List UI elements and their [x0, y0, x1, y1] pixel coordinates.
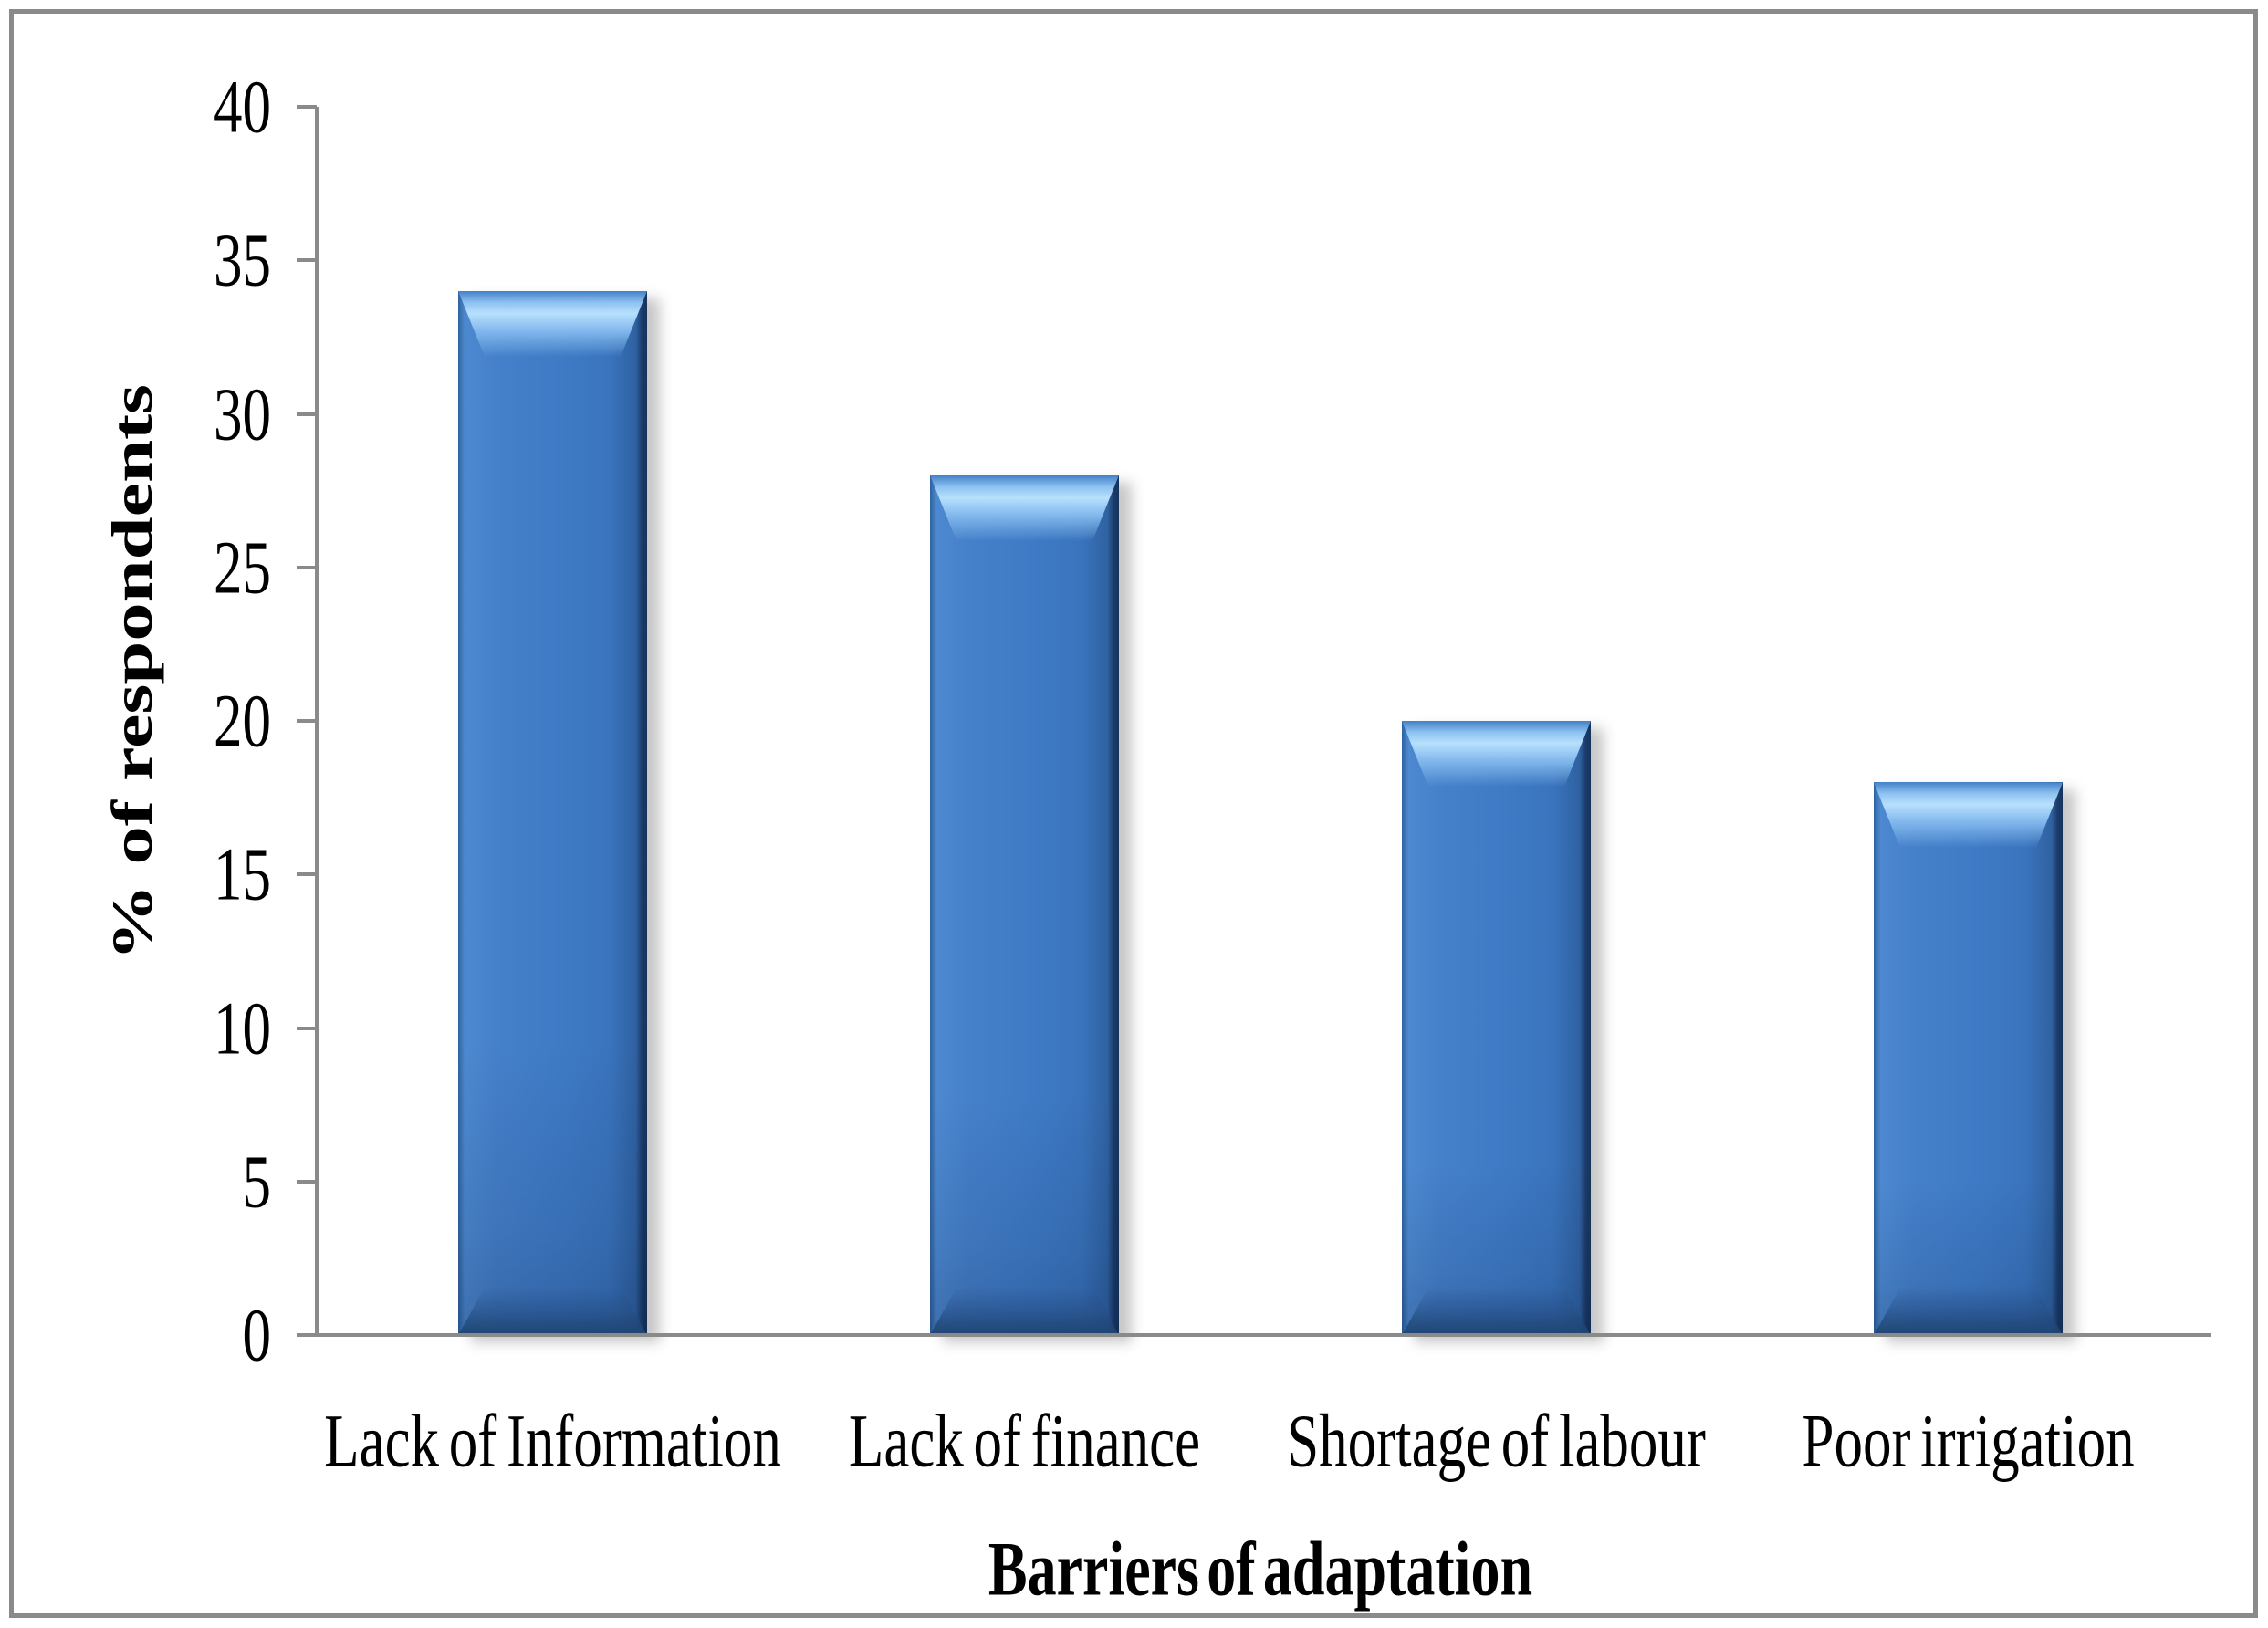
bar-top-bevel	[458, 290, 647, 357]
bar-lack-of-information	[458, 290, 647, 1335]
y-tick-mark	[297, 105, 317, 109]
bar-lack-of-finance	[930, 475, 1119, 1335]
bar-top-bevel	[1402, 721, 1591, 787]
y-tick-label: 40	[214, 64, 271, 150]
y-tick-mark	[297, 258, 317, 263]
bar-bottom-bevel	[930, 1287, 1119, 1335]
bar-shading	[458, 290, 647, 1335]
y-tick-mark	[297, 719, 317, 723]
y-tick-mark	[297, 412, 317, 416]
y-axis-line	[315, 107, 319, 1337]
y-tick-mark	[297, 1026, 317, 1030]
bar-bottom-bevel	[1874, 1287, 2063, 1335]
y-tick-label: 25	[214, 525, 271, 610]
bar-top-bevel	[930, 475, 1119, 541]
y-tick-label: 0	[242, 1292, 272, 1378]
category-label: Lack of Information	[324, 1398, 781, 1484]
bar-poor-irrigation	[1874, 782, 2063, 1335]
bar-bottom-bevel	[1402, 1288, 1591, 1335]
y-tick-mark	[297, 872, 317, 877]
y-tick-label: 10	[214, 986, 271, 1070]
category-label: Lack of finance	[848, 1398, 1201, 1484]
y-tick-label: 30	[214, 371, 271, 456]
bar-bottom-bevel	[458, 1287, 647, 1335]
bar-top-bevel	[1874, 782, 2063, 849]
x-axis-line	[297, 1333, 2211, 1337]
bar-shortage-of-labour	[1402, 721, 1591, 1335]
chart-frame: 0 5 10 15 20 25 30 35 40 Lack of Information Lack…	[9, 9, 2258, 1618]
category-label: Shortage of labour	[1287, 1398, 1706, 1484]
y-tick-label: 15	[214, 832, 271, 917]
y-tick-mark	[297, 1179, 317, 1184]
y-axis-title-text: % of respondents	[99, 383, 164, 962]
y-tick-label: 20	[214, 678, 271, 764]
bar-shading	[1874, 782, 2063, 1335]
y-tick-label: 35	[214, 218, 271, 303]
x-axis-title: Barriers of adaptation	[988, 1526, 1533, 1612]
y-tick-label: 5	[242, 1139, 272, 1224]
bar-shading	[1402, 721, 1591, 1335]
bar-shading	[930, 475, 1119, 1335]
category-label: Poor irrigation	[1802, 1398, 2135, 1484]
plot-area: 0 5 10 15 20 25 30 35 40 Lack of Information Lack…	[14, 14, 2253, 1613]
y-tick-mark	[297, 565, 317, 569]
